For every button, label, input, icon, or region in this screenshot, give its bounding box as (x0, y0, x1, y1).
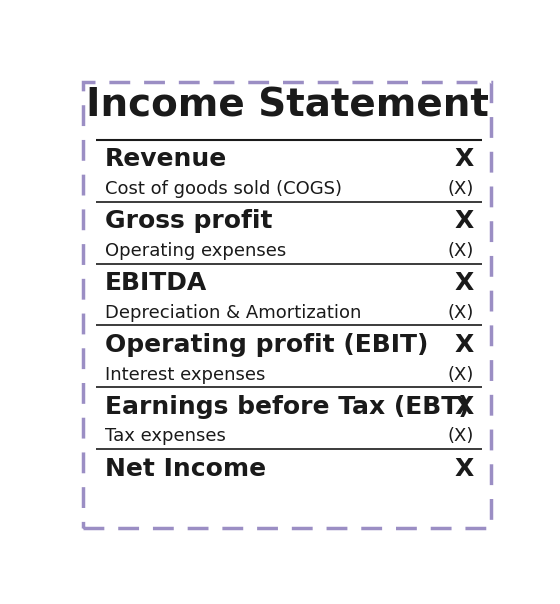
Text: X: X (454, 395, 474, 419)
Text: Depreciation & Amortization: Depreciation & Amortization (105, 304, 361, 322)
Text: (X): (X) (447, 428, 474, 445)
Text: Interest expenses: Interest expenses (105, 365, 265, 384)
Text: Income Statement: Income Statement (86, 86, 488, 124)
Text: EBITDA: EBITDA (105, 271, 207, 295)
Text: X: X (454, 147, 474, 172)
Text: Tax expenses: Tax expenses (105, 428, 226, 445)
Text: Operating profit (EBIT): Operating profit (EBIT) (105, 333, 428, 357)
Text: X: X (454, 457, 474, 481)
Text: Net Income: Net Income (105, 457, 266, 481)
Text: Gross profit: Gross profit (105, 210, 272, 233)
Text: Cost of goods sold (COGS): Cost of goods sold (COGS) (105, 180, 342, 198)
Text: (X): (X) (447, 304, 474, 322)
Text: (X): (X) (447, 180, 474, 198)
Text: X: X (454, 333, 474, 357)
Text: (X): (X) (447, 242, 474, 260)
Text: Earnings before Tax (EBT): Earnings before Tax (EBT) (105, 395, 469, 419)
Text: Revenue: Revenue (105, 147, 227, 172)
Text: X: X (454, 271, 474, 295)
Text: (X): (X) (447, 365, 474, 384)
Text: Operating expenses: Operating expenses (105, 242, 286, 260)
Text: X: X (454, 210, 474, 233)
